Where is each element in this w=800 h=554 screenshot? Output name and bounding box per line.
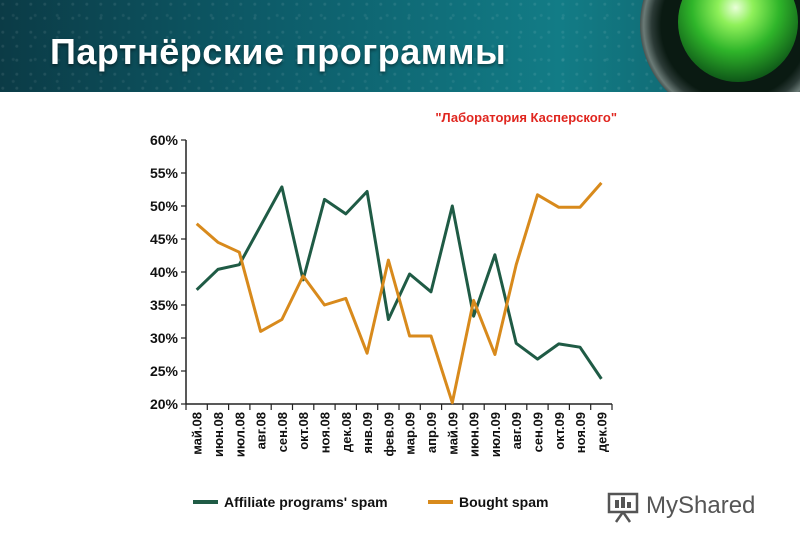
- x-tick-label: сен.08: [275, 412, 290, 452]
- x-tick-label: июл.09: [488, 412, 503, 457]
- chart-subtitle: "Лаборатория Касперского": [435, 110, 617, 125]
- x-tick-label: окт.09: [552, 412, 567, 450]
- y-tick-label: 45%: [150, 231, 179, 247]
- x-tick-label: авг.08: [254, 412, 269, 449]
- y-tick-label: 35%: [150, 297, 179, 313]
- series-line-1: [195, 181, 603, 405]
- y-tick-label: 60%: [150, 132, 179, 148]
- series-line-0: [195, 185, 603, 380]
- y-tick-label: 55%: [150, 165, 179, 181]
- x-tick-label: май.08: [190, 412, 205, 455]
- x-tick-label: окт.08: [296, 412, 311, 450]
- x-tick-label: дек.08: [339, 412, 354, 452]
- x-tick-label: авг.09: [509, 412, 524, 449]
- presentation-board-icon: [607, 492, 639, 523]
- series-lines: [195, 181, 603, 405]
- legend-bought-label: Bought spam: [459, 494, 548, 510]
- myshared-logo: MyShared: [606, 490, 776, 526]
- x-tick-label: май.09: [445, 412, 460, 455]
- x-tick-label: сен.09: [530, 412, 545, 452]
- x-axis-ticks: май.08 июн.08 июл.08 авг.08 сен.08 окт.08 ноя.…: [185, 404, 613, 457]
- x-tick-label: фев.09: [381, 412, 396, 457]
- y-tick-label: 20%: [150, 396, 179, 412]
- title-banner: Партнёрские программы: [0, 0, 800, 92]
- x-tick-label: ноя.09: [573, 412, 588, 453]
- slide-title: Партнёрские программы: [50, 31, 507, 72]
- watermark-text: MyShared: [646, 492, 756, 519]
- x-tick-label: июл.08: [232, 412, 247, 457]
- y-tick-label: 30%: [150, 330, 179, 346]
- y-tick-label: 25%: [150, 363, 179, 379]
- x-tick-label: июн.08: [211, 412, 226, 457]
- x-tick-label: июн.09: [467, 412, 482, 457]
- x-tick-label: янв.09: [360, 412, 375, 454]
- chart-legend: Affiliate programs' spam Bought spam: [193, 494, 548, 510]
- y-axis-ticks: 20% 25% 30% 35% 40% 45% 50% 55% 60%: [150, 132, 186, 412]
- legend-affiliate-label: Affiliate programs' spam: [224, 494, 388, 510]
- x-tick-label: апр.09: [424, 412, 439, 453]
- line-chart: "Лаборатория Касперского" 20% 25% 30% 35% 40…: [150, 110, 617, 510]
- y-tick-label: 40%: [150, 264, 179, 280]
- y-tick-label: 50%: [150, 198, 179, 214]
- chart-axes: [185, 140, 612, 405]
- x-tick-label: дек.09: [594, 412, 609, 452]
- x-tick-label: мар.09: [403, 412, 418, 455]
- x-tick-label: ноя.08: [317, 412, 332, 453]
